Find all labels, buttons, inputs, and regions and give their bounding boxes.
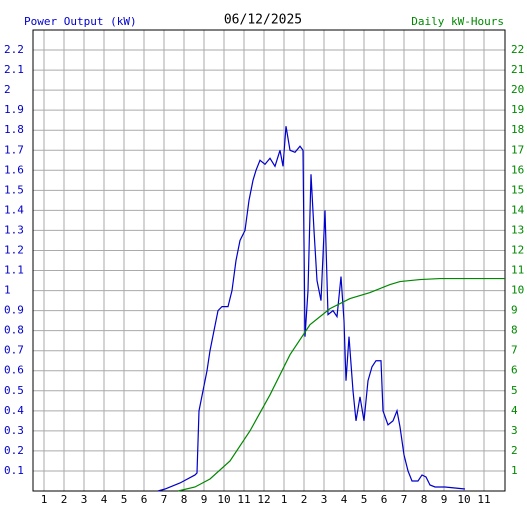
y2-tick-label: 2 — [511, 444, 518, 457]
x-tick-label: 4 — [341, 493, 348, 506]
x-tick-label: 1 — [281, 493, 288, 506]
y2-axis-label: Daily kW-Hours — [411, 15, 504, 28]
y2-tick-label: 12 — [511, 243, 524, 256]
x-tick-label: 11 — [237, 493, 250, 506]
y-tick-label: 0.9 — [4, 304, 24, 317]
y2-tick-label: 10 — [511, 284, 524, 297]
x-tick-label: 6 — [381, 493, 388, 506]
y-tick-label: 1.5 — [4, 183, 24, 196]
x-tick-label: 2 — [61, 493, 68, 506]
y-tick-label: 1.6 — [4, 163, 24, 176]
y-tick-label: 0.1 — [4, 464, 24, 477]
y2-tick-label: 14 — [511, 203, 525, 216]
y2-tick-label: 20 — [511, 83, 524, 96]
x-tick-label: 8 — [421, 493, 428, 506]
series-line — [177, 277, 505, 492]
y2-tick-label: 22 — [511, 43, 524, 56]
x-tick-label: 4 — [101, 493, 108, 506]
y2-tick-label: 5 — [511, 384, 518, 397]
y-tick-label: 1.4 — [4, 203, 24, 216]
x-tick-label: 9 — [441, 493, 448, 506]
x-tick-label: 2 — [301, 493, 308, 506]
x-tick-label: 10 — [217, 493, 230, 506]
chart-title: 06/12/2025 — [224, 13, 302, 28]
plot-border — [32, 29, 506, 492]
y-tick-label: 1.7 — [4, 143, 24, 156]
y2-tick-label: 1 — [511, 464, 518, 477]
x-tick-label: 7 — [401, 493, 408, 506]
x-tick-label: 8 — [181, 493, 188, 506]
x-tick-label: 10 — [457, 493, 470, 506]
y2-tick-label: 7 — [511, 344, 518, 357]
y-tick-label: 0.5 — [4, 384, 24, 397]
y-tick-label: 1.8 — [4, 123, 24, 136]
y2-tick-label: 9 — [511, 304, 518, 317]
y-tick-label: 0.4 — [4, 404, 24, 417]
x-tick-label: 5 — [361, 493, 368, 506]
x-tick-label: 3 — [321, 493, 328, 506]
x-tick-label: 9 — [201, 493, 208, 506]
y2-tick-label: 15 — [511, 183, 524, 196]
y2-tick-label: 11 — [511, 264, 524, 277]
series-line — [157, 126, 466, 492]
x-tick-label: 6 — [141, 493, 148, 506]
y-tick-label: 0.8 — [4, 324, 24, 337]
y-tick-label: 1.1 — [4, 264, 24, 277]
y-tick-label: 0.6 — [4, 364, 24, 377]
y2-tick-label: 13 — [511, 223, 524, 236]
y2-tick-label: 18 — [511, 123, 524, 136]
y-tick-label: 1 — [4, 284, 11, 297]
x-tick-label: 12 — [257, 493, 270, 506]
y-tick-label: 0.7 — [4, 344, 24, 357]
y-tick-label: 2 — [4, 83, 11, 96]
y2-tick-label: 4 — [511, 404, 518, 417]
x-tick-label: 1 — [41, 493, 48, 506]
y2-tick-label: 17 — [511, 143, 524, 156]
y-tick-label: 2.2 — [4, 43, 24, 56]
y-tick-label: 1.3 — [4, 223, 24, 236]
x-tick-label: 3 — [81, 493, 88, 506]
y2-tick-label: 16 — [511, 163, 524, 176]
y-tick-label: 0.3 — [4, 424, 24, 437]
y-axis-label: Power Output (kW) — [24, 15, 137, 28]
x-tick-label: 5 — [121, 493, 128, 506]
x-tick-label: 7 — [161, 493, 168, 506]
y2-tick-label: 6 — [511, 364, 518, 377]
y-tick-label: 1.2 — [4, 243, 24, 256]
y2-tick-label: 21 — [511, 63, 524, 76]
y-tick-label: 0.2 — [4, 444, 24, 457]
y-tick-label: 2.1 — [4, 63, 24, 76]
y2-tick-label: 8 — [511, 324, 518, 337]
y2-tick-label: 19 — [511, 103, 524, 116]
y-tick-label: 1.9 — [4, 103, 24, 116]
y2-tick-label: 3 — [511, 424, 518, 437]
x-tick-label: 11 — [477, 493, 490, 506]
